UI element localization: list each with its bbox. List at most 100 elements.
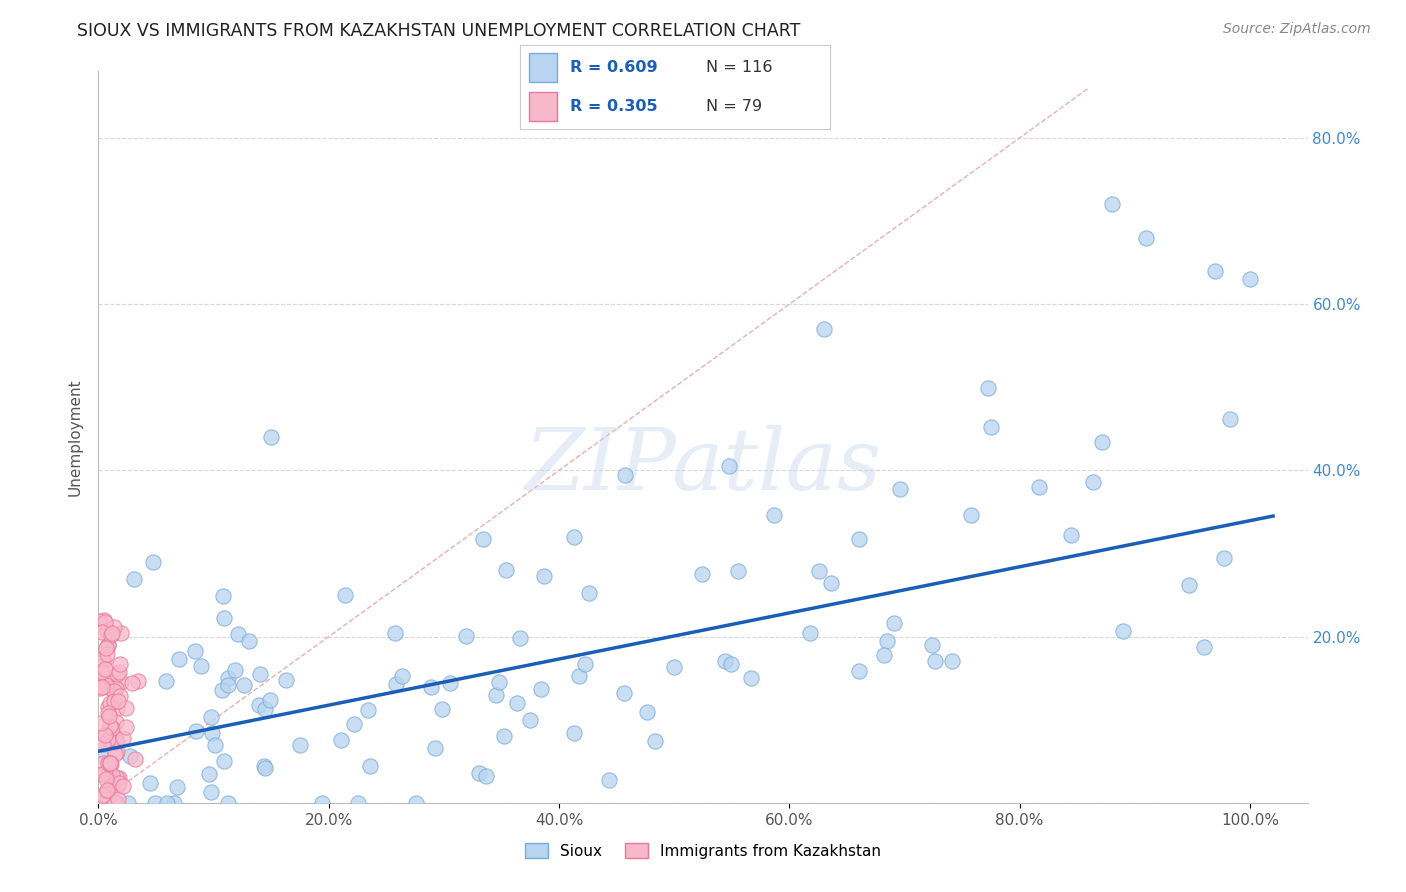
Point bbox=[1192, 640, 1215, 654]
Point bbox=[101, 767, 124, 781]
Point bbox=[89, 681, 111, 695]
Point bbox=[166, 780, 188, 795]
Point bbox=[762, 508, 785, 522]
Point bbox=[889, 482, 911, 496]
Point bbox=[97, 638, 120, 652]
Point bbox=[97, 699, 120, 714]
Point bbox=[186, 723, 208, 738]
Point bbox=[333, 588, 356, 602]
Point bbox=[274, 673, 297, 687]
Point bbox=[90, 651, 112, 665]
Point bbox=[107, 700, 129, 714]
Point bbox=[454, 630, 477, 644]
FancyBboxPatch shape bbox=[530, 92, 557, 120]
Point bbox=[98, 696, 121, 710]
Point bbox=[139, 775, 162, 789]
Point bbox=[311, 796, 333, 810]
Point bbox=[578, 586, 600, 600]
Point bbox=[419, 680, 441, 694]
Point bbox=[883, 616, 905, 631]
Point bbox=[94, 766, 117, 780]
Point bbox=[100, 625, 122, 640]
Point bbox=[224, 663, 246, 677]
Point bbox=[980, 419, 1002, 434]
Point bbox=[568, 669, 591, 683]
Text: ZIPatlas: ZIPatlas bbox=[524, 425, 882, 508]
Point bbox=[820, 575, 842, 590]
Point bbox=[87, 734, 110, 748]
Y-axis label: Unemployment: Unemployment bbox=[67, 378, 83, 496]
Point bbox=[495, 563, 517, 577]
Point bbox=[91, 680, 114, 694]
Point bbox=[101, 721, 124, 735]
Point bbox=[259, 693, 281, 707]
Point bbox=[484, 688, 506, 702]
Point bbox=[254, 761, 277, 775]
Point bbox=[848, 533, 870, 547]
Text: R = 0.609: R = 0.609 bbox=[569, 60, 658, 75]
Point bbox=[107, 791, 129, 805]
Point bbox=[1101, 197, 1123, 211]
Point bbox=[637, 705, 659, 719]
Point bbox=[98, 756, 121, 771]
Point bbox=[105, 667, 128, 681]
Point bbox=[105, 779, 128, 793]
Point bbox=[1212, 551, 1234, 566]
Point bbox=[105, 771, 128, 785]
Point bbox=[727, 564, 749, 578]
Point bbox=[200, 710, 222, 724]
Point bbox=[214, 754, 236, 768]
Point bbox=[89, 748, 111, 763]
Point bbox=[98, 718, 121, 732]
Point bbox=[100, 628, 122, 642]
Point bbox=[111, 779, 134, 793]
Point bbox=[574, 657, 596, 671]
Point bbox=[506, 696, 529, 710]
Point bbox=[200, 785, 222, 799]
Point bbox=[467, 766, 489, 780]
Point bbox=[97, 638, 120, 652]
Point bbox=[97, 709, 120, 723]
Point bbox=[217, 678, 239, 692]
Point bbox=[105, 745, 128, 759]
Point bbox=[799, 626, 821, 640]
Point bbox=[96, 640, 118, 655]
Point bbox=[107, 694, 129, 708]
Point bbox=[613, 467, 636, 482]
Point bbox=[96, 784, 118, 798]
Point bbox=[807, 564, 830, 578]
Point bbox=[977, 381, 1000, 395]
Point bbox=[101, 682, 124, 697]
Point bbox=[96, 647, 118, 661]
Point bbox=[115, 720, 138, 734]
Point bbox=[104, 795, 127, 809]
Point bbox=[247, 698, 270, 712]
Point bbox=[226, 626, 249, 640]
Point bbox=[97, 756, 120, 771]
Point bbox=[204, 739, 226, 753]
Point bbox=[105, 715, 128, 730]
Point bbox=[163, 796, 186, 810]
Point bbox=[519, 713, 541, 727]
Point bbox=[1178, 578, 1201, 592]
Point bbox=[110, 674, 132, 689]
Point bbox=[423, 740, 446, 755]
Text: N = 79: N = 79 bbox=[706, 99, 762, 114]
Point bbox=[873, 648, 896, 663]
Point bbox=[94, 678, 117, 692]
Point bbox=[509, 632, 531, 646]
Point bbox=[439, 676, 461, 690]
Point bbox=[714, 654, 737, 668]
Point bbox=[330, 733, 353, 747]
Point bbox=[100, 756, 122, 771]
Point bbox=[96, 782, 118, 797]
Point bbox=[720, 657, 742, 672]
Point bbox=[103, 694, 125, 708]
Point bbox=[108, 665, 131, 679]
Point bbox=[104, 681, 127, 695]
Point bbox=[644, 734, 666, 748]
Point bbox=[190, 659, 212, 673]
Point bbox=[97, 706, 120, 721]
Point bbox=[93, 655, 115, 669]
Point bbox=[233, 678, 256, 692]
